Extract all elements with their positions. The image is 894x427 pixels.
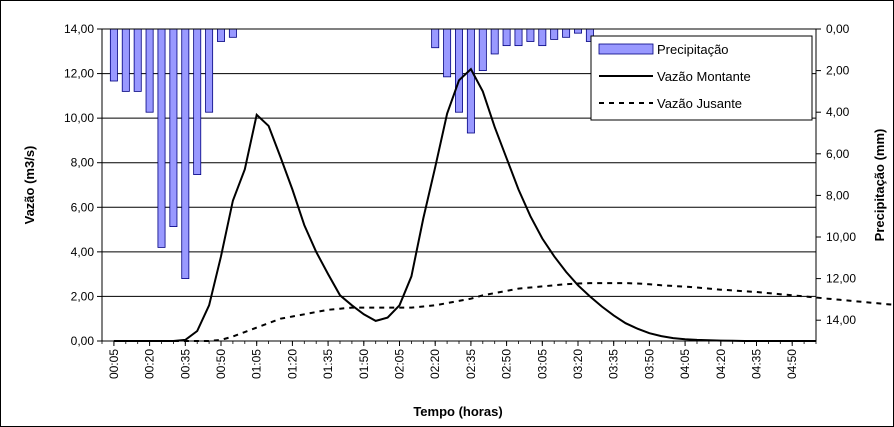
x-tick-label: 04:05 [678, 349, 692, 379]
precip-bar [133, 28, 142, 92]
x-tick-label: 02:35 [464, 349, 478, 379]
x-tick-label: 03:20 [571, 349, 585, 379]
x-tick-label: 04:20 [714, 349, 728, 379]
y2-tick-label: 2,00 [826, 64, 850, 78]
precip-bar [443, 28, 452, 78]
x-tick-label: 02:50 [500, 349, 514, 379]
precip-bar [550, 28, 559, 40]
y2-tick-label: 0,00 [826, 22, 850, 36]
precip-bar [466, 28, 475, 134]
precip-bar [502, 28, 511, 47]
y-tick-label: 8,00 [71, 156, 95, 170]
x-tick-label: 03:05 [535, 349, 549, 379]
x-tick-label: 00:50 [214, 349, 228, 379]
precip-bar [562, 28, 571, 38]
y2-tick-label: 14,00 [826, 313, 856, 327]
precip-bar [205, 28, 214, 113]
x-tick-label: 03:50 [642, 349, 656, 379]
precip-bar [431, 28, 440, 49]
precip-bar [478, 28, 487, 71]
precip-bar [109, 28, 118, 82]
precip-bar [217, 28, 225, 42]
precip-bar [157, 28, 166, 248]
y2-tick-label: 12,00 [826, 272, 856, 286]
legend-vazao-jusante: Vazão Jusante [657, 96, 742, 111]
y-tick-label: 12,00 [64, 67, 94, 81]
precip-bar [490, 28, 499, 55]
y-tick-label: 0,00 [71, 334, 95, 348]
x-tick-label: 00:05 [107, 349, 121, 379]
y2-tick-label: 4,00 [826, 105, 850, 119]
y2-tick-label: 8,00 [826, 188, 850, 202]
precip-bar [455, 28, 463, 113]
legend-precipitacao: Precipitação [657, 42, 729, 57]
precip-bar [193, 28, 202, 176]
y-tick-label: 6,00 [71, 200, 95, 214]
precip-bar [538, 28, 547, 47]
plot-area-group: 0,00 2,00 4,00 6,00 8,00 10,00 12,00 14,00 0,00 2… [64, 22, 894, 379]
series-line-vazao-jusante [113, 282, 894, 342]
precip-bar [574, 28, 582, 34]
x-tick-label: 00:20 [143, 349, 157, 379]
precip-bar [169, 28, 178, 228]
x-tick-label: 01:20 [285, 349, 299, 379]
precip-bar [181, 28, 190, 280]
y2-tick-label: 10,00 [826, 230, 856, 244]
x-tick-label: 02:05 [393, 349, 407, 379]
x-tick-label: 00:35 [178, 349, 192, 379]
x-tick-label: 01:35 [321, 349, 335, 379]
precip-bar [228, 28, 237, 38]
x-tick-label: 03:35 [607, 349, 621, 379]
x-tick-label: 04:50 [785, 349, 799, 379]
series-line-vazao-montante [113, 67, 816, 342]
y-tick-label: 14,00 [64, 22, 94, 36]
x-tick-label: 04:35 [750, 349, 764, 379]
x-tick-label: 01:50 [357, 349, 371, 379]
legend-swatch-bar [598, 43, 654, 55]
y2-tick-label: 6,00 [826, 147, 850, 161]
x-axis-title: Tempo (horas) [413, 404, 502, 419]
y-tick-label: 10,00 [64, 111, 94, 125]
y-axis-title: Vazão (m3/s) [22, 146, 37, 225]
x-tick-label: 02:20 [428, 349, 442, 379]
y-tick-label: 4,00 [71, 245, 95, 259]
precip-bar [514, 28, 523, 47]
legend-vazao-montante: Vazão Montante [657, 69, 751, 84]
y2-axis-title: Precipitação (mm) [872, 129, 887, 242]
precip-bar [121, 28, 130, 92]
precip-bar [526, 28, 535, 42]
x-tick-label: 01:05 [250, 349, 264, 379]
y-tick-label: 2,00 [71, 289, 95, 303]
precip-bar [145, 28, 154, 113]
